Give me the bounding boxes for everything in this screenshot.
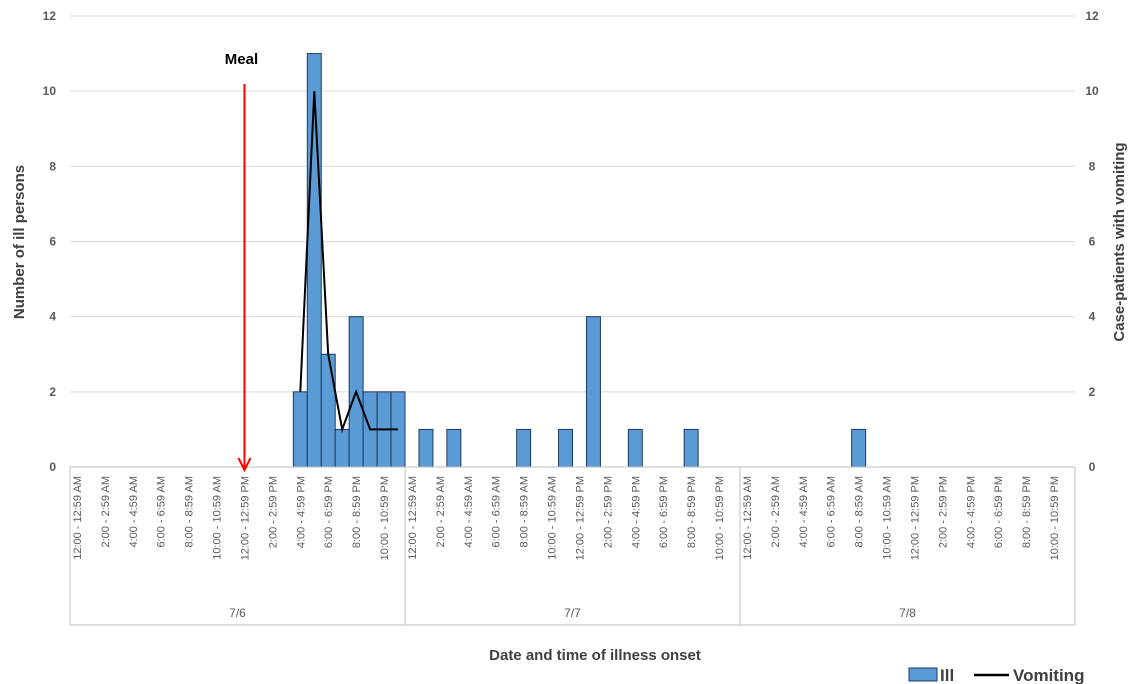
x-category-label: 6:00 - 6:59 PM (993, 476, 1005, 548)
x-category-label: 12:00 - 12:59 AM (72, 476, 84, 560)
y-tick-label: 4 (49, 310, 56, 324)
x-category-label: 6:00 - 6:59 AM (491, 476, 503, 548)
y2-tick-label: 2 (1089, 385, 1096, 399)
bar-ill (516, 428, 532, 468)
x-category-label: 2:00 - 2:59 PM (267, 476, 279, 548)
y2-tick-label: 10 (1085, 84, 1099, 98)
bar-ill (306, 53, 322, 468)
x-category-label: 10:00 - 10:59 AM (882, 476, 894, 560)
x-category-label: 8:00 - 8:59 AM (854, 476, 866, 548)
line-vomiting (299, 91, 398, 434)
x-category-label: 4:00 - 4:59 PM (630, 476, 642, 548)
bar-ill (851, 428, 867, 468)
x-category-label: 10:00 - 10:59 AM (547, 476, 559, 560)
legend-swatch-ill (908, 667, 938, 682)
gridlines (70, 15, 1075, 393)
bar-ill (418, 428, 434, 468)
y-axis-title: Number of ill persons (11, 165, 28, 319)
x-category-label: 4:00 - 4:59 PM (295, 476, 307, 548)
y2-tick-label: 4 (1089, 310, 1096, 324)
bar-ill (292, 391, 308, 468)
y-tick-label: 2 (49, 385, 56, 399)
y2-tick-label: 12 (1085, 9, 1099, 23)
legend-label-ill: Ill (940, 666, 954, 684)
x-category-label: 2:00 - 2:59 AM (770, 476, 782, 548)
bar-ill (558, 428, 574, 468)
x-axis-title: Date and time of illness onset (489, 647, 701, 664)
x-category-label: 6:00 - 6:59 PM (323, 476, 335, 548)
x-category-label: 10:00 - 10:59 PM (379, 476, 391, 560)
x-category-label: 4:00 - 4:59 AM (798, 476, 810, 548)
x-category-label: 10:00 - 10:59 AM (212, 476, 224, 560)
y-tick-label: 0 (49, 460, 56, 474)
bar-series-ill (292, 53, 867, 468)
x-category-label: 6:00 - 6:59 PM (658, 476, 670, 548)
y2-tick-label: 0 (1089, 460, 1096, 474)
y-tick-label: 12 (43, 9, 57, 23)
line-series-vomiting (299, 91, 398, 434)
x-axis-categories: 12:00 - 12:59 AM 2:00 - 2:59 AM 4:00 - 4:5… (72, 476, 1061, 560)
y2-tick-label: 8 (1089, 159, 1096, 173)
x-category-label: 8:00 - 8:59 PM (351, 476, 363, 548)
x-category-label: 8:00 - 8:59 AM (184, 476, 196, 548)
x-category-label: 8:00 - 8:59 PM (686, 476, 698, 548)
x-category-label: 10:00 - 10:59 PM (714, 476, 726, 560)
x-category-label: 2:00 - 2:59 AM (100, 476, 112, 548)
x-category-label: 12:00 - 12:59 AM (407, 476, 419, 560)
x-category-label: 2:00 - 2:59 AM (435, 476, 447, 548)
bar-ill (334, 428, 350, 468)
x-category-label: 6:00 - 6:59 AM (156, 476, 168, 548)
axes (69, 466, 1076, 626)
legend-label-vomiting: Vomiting (1013, 666, 1084, 684)
x-category-label: 12:00 - 12:59 PM (910, 476, 922, 560)
x-category-label: 8:00 - 8:59 PM (1021, 476, 1033, 548)
bar-ill (683, 428, 699, 468)
x-day-label: 7/6 (229, 606, 246, 620)
x-category-label: 8:00 - 8:59 AM (519, 476, 531, 548)
x-axis-days: 7/6 7/7 7/8 (229, 606, 916, 620)
x-category-label: 4:00 - 4:59 PM (965, 476, 977, 548)
bar-ill (446, 428, 462, 468)
x-category-label: 4:00 - 4:59 AM (463, 476, 475, 548)
meal-arrowhead-icon (237, 457, 252, 473)
x-category-label: 10:00 - 10:59 PM (1049, 476, 1061, 560)
y2-axis-title: Case-patients with vomiting (1111, 142, 1128, 341)
y-tick-label: 10 (43, 84, 57, 98)
y2-axis-ticks: 0 2 4 6 8 10 12 (1085, 9, 1099, 474)
bar-ill (585, 316, 601, 468)
y2-tick-label: 6 (1089, 235, 1096, 249)
x-day-label: 7/8 (899, 606, 916, 620)
x-category-label: 2:00 - 2:59 PM (937, 476, 949, 548)
meal-label: Meal (225, 51, 258, 68)
legend: Ill Vomiting (908, 666, 1084, 684)
x-day-label: 7/7 (564, 606, 581, 620)
bar-ill (627, 428, 643, 468)
x-category-label: 12:00 - 12:59 PM (240, 476, 252, 560)
x-category-label: 6:00 - 6:59 AM (826, 476, 838, 548)
y-tick-label: 8 (49, 159, 56, 173)
x-category-label: 12:00 - 12:59 PM (575, 476, 587, 560)
x-category-label: 4:00 - 4:59 AM (128, 476, 140, 548)
bar-ill (320, 353, 336, 468)
meal-annotation: Meal (225, 51, 258, 473)
x-category-label: 12:00 - 12:59 AM (742, 476, 754, 560)
x-category-label: 2:00 - 2:59 PM (602, 476, 614, 548)
y-axis-ticks: 0 2 4 6 8 10 12 (43, 9, 57, 474)
y-tick-label: 6 (49, 235, 56, 249)
